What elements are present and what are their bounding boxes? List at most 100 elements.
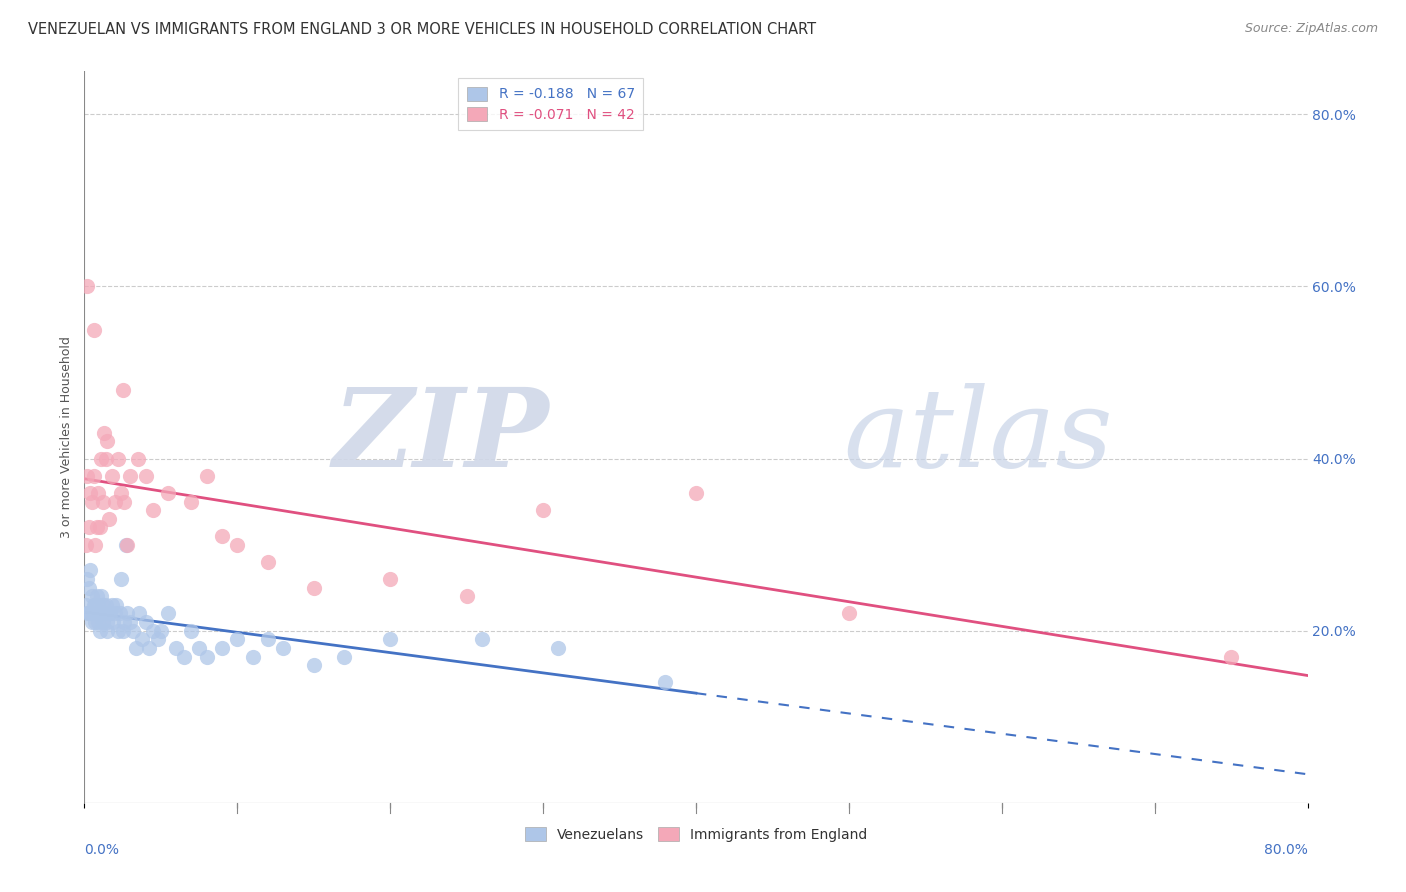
Point [135,615,157,629]
Point [87,486,110,500]
Point [146,632,169,647]
Point [1220,649,1243,664]
Point [91,615,114,629]
Point [84,598,107,612]
Text: 0.0%: 0.0% [84,843,120,857]
Point [97,607,120,621]
Point [77,581,100,595]
Point [76,279,98,293]
Point [75,598,97,612]
Point [93,607,115,621]
Point [86,607,108,621]
Point [104,607,127,621]
Point [138,640,160,655]
Point [547,640,569,655]
Point [79,486,101,500]
Point [76,468,98,483]
Point [142,503,165,517]
Point [226,632,249,647]
Point [114,538,136,552]
Point [105,598,128,612]
Point [89,520,111,534]
Point [112,494,135,508]
Point [257,632,280,647]
Point [80,589,103,603]
Point [79,607,101,621]
Point [87,615,110,629]
Point [380,632,402,647]
Point [96,624,118,638]
Text: atlas: atlas [842,384,1112,491]
Point [96,434,118,449]
Point [149,624,172,638]
Text: ZIP: ZIP [333,384,550,491]
Point [188,640,211,655]
Point [531,503,554,517]
Point [112,615,135,629]
Text: Source: ZipAtlas.com: Source: ZipAtlas.com [1244,22,1378,36]
Point [302,658,325,673]
Point [90,589,112,603]
Point [107,624,129,638]
Point [226,538,249,552]
Text: VENEZUELAN VS IMMIGRANTS FROM ENGLAND 3 OR MORE VEHICLES IN HOUSEHOLD CORRELATIO: VENEZUELAN VS IMMIGRANTS FROM ENGLAND 3 … [28,22,817,37]
Point [101,468,124,483]
Point [115,538,138,552]
Point [471,632,494,647]
Point [91,598,114,612]
Point [211,640,233,655]
Point [157,607,180,621]
Point [380,572,402,586]
Y-axis label: 3 or more Vehicles in Household: 3 or more Vehicles in Household [60,336,73,538]
Point [333,649,356,664]
Point [90,607,112,621]
Point [157,486,180,500]
Point [90,451,112,466]
Point [685,486,707,500]
Point [96,615,118,629]
Point [75,538,97,552]
Point [84,538,107,552]
Point [80,494,103,508]
Point [242,649,264,664]
Point [107,451,129,466]
Point [76,607,98,621]
Point [110,572,132,586]
Point [120,615,142,629]
Point [83,607,105,621]
Point [104,494,127,508]
Point [111,624,134,638]
Point [122,624,145,638]
Point [93,425,115,440]
Point [83,468,105,483]
Text: 80.0%: 80.0% [1264,843,1308,857]
Point [98,607,121,621]
Point [86,589,108,603]
Point [83,598,105,612]
Point [142,624,165,638]
Point [125,640,148,655]
Point [180,494,202,508]
Point [131,632,153,647]
Point [94,451,117,466]
Point [89,607,111,621]
Point [127,451,149,466]
Point [108,607,131,621]
Point [77,607,100,621]
Point [180,624,202,638]
Point [89,624,111,638]
Point [271,640,294,655]
Point [135,468,157,483]
Point [76,572,98,586]
Point [165,640,187,655]
Point [91,494,114,508]
Point [110,486,132,500]
Point [456,589,478,603]
Point [86,520,108,534]
Point [79,564,101,578]
Point [83,322,105,336]
Point [838,607,860,621]
Point [654,675,676,690]
Point [111,383,134,397]
Point [103,615,125,629]
